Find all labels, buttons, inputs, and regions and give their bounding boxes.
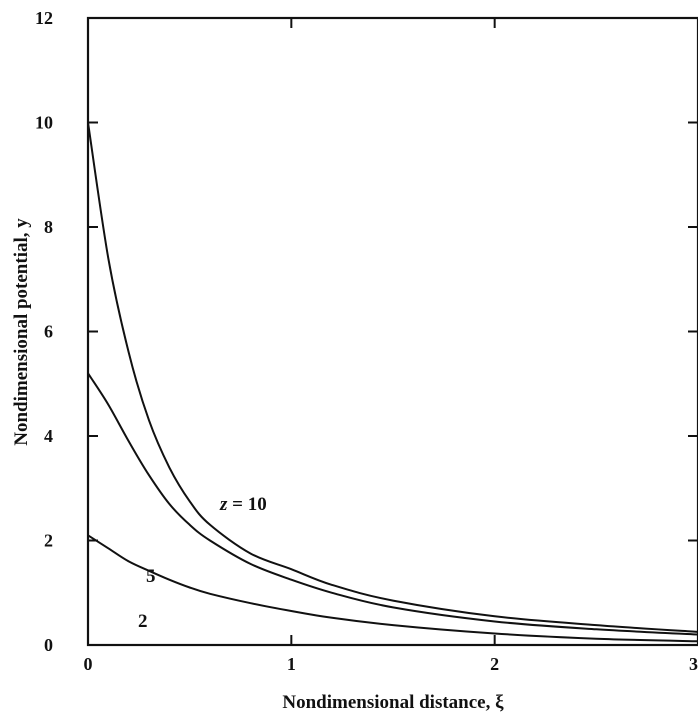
curve-label-5: 5 bbox=[146, 566, 156, 587]
curve-label-2: 2 bbox=[138, 611, 148, 632]
x-tick-label-3: 3 bbox=[689, 654, 698, 674]
y-tick-label-2: 4 bbox=[44, 426, 53, 446]
x-tick-label-2: 2 bbox=[490, 654, 499, 674]
x-axis-label: Nondimensional distance, ξ bbox=[282, 692, 504, 713]
y-tick-label-4: 8 bbox=[44, 217, 53, 237]
curve-label-z10: z = 10 bbox=[219, 494, 267, 515]
plot-frame bbox=[86, 16, 698, 647]
y-tick-label-0: 0 bbox=[44, 635, 53, 655]
series-line-2 bbox=[87, 534, 698, 643]
x-tick-label-0: 0 bbox=[84, 654, 93, 674]
y-axis-label: Nondimensional potential, y bbox=[11, 218, 32, 446]
series-lines bbox=[87, 122, 698, 643]
y-tick-label-3: 6 bbox=[44, 322, 53, 342]
y-tick-label-5: 10 bbox=[35, 113, 53, 133]
series-line-1 bbox=[87, 372, 698, 636]
tick-marks bbox=[87, 17, 698, 646]
x-tick-label-1: 1 bbox=[287, 654, 296, 674]
y-tick-label-6: 12 bbox=[35, 8, 53, 28]
y-tick-label-1: 2 bbox=[44, 531, 53, 551]
series-line-0 bbox=[87, 122, 698, 633]
